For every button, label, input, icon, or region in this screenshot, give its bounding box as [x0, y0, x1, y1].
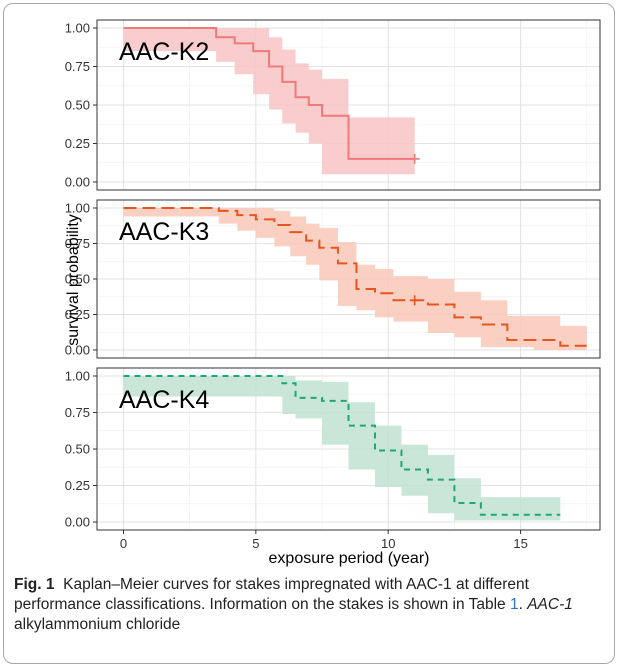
km-chart: 0.000.250.500.751.00AAC-K20.000.250.500.…	[65, 19, 601, 567]
x-tick-label: 5	[252, 536, 259, 551]
y-tick-label: 0.50	[65, 98, 90, 113]
y-tick-label: 0.75	[65, 59, 90, 74]
y-tick-label: 0.50	[65, 272, 90, 287]
figure-caption: Fig. 1 Kaplan–Meier curves for stakes im…	[14, 575, 610, 635]
abbreviation-term: AAC-1	[527, 596, 573, 613]
confidence-band	[123, 376, 561, 521]
survival-curve	[123, 27, 415, 160]
y-tick-label: 0.00	[65, 175, 90, 190]
figure-label: Fig. 1	[14, 576, 55, 593]
caption-sep: .	[518, 596, 528, 613]
y-tick-label: 0.50	[65, 442, 90, 457]
censor-mark	[409, 295, 420, 306]
y-tick-label: 0.00	[65, 515, 90, 530]
x-tick-label: 0	[120, 536, 127, 551]
panel-label: AAC-K3	[119, 218, 209, 246]
y-axis-title: survival probability	[65, 214, 82, 346]
chart-panels: 0.000.250.500.751.00AAC-K20.000.250.500.…	[65, 19, 601, 551]
x-tick-label: 10	[381, 536, 395, 551]
table-link[interactable]: 1	[509, 596, 519, 613]
y-tick-label: 1.00	[65, 369, 90, 384]
y-tick-label: 1.00	[65, 21, 90, 36]
panel-label: AAC-K2	[119, 38, 209, 66]
survival-curve	[123, 207, 587, 347]
panel-1: 0.00 0.25 0.50 0.75 1.00 AAC-K3	[65, 199, 601, 359]
panel-label: AAC-K4	[119, 386, 209, 414]
survival-curve	[123, 375, 561, 516]
y-tick-label: 0.75	[65, 236, 90, 251]
confidence-band	[123, 208, 587, 350]
y-tick-label: 1.00	[65, 201, 90, 216]
abbreviation-definition: alkylammonium chloride	[14, 616, 181, 633]
x-tick-label: 15	[513, 536, 527, 551]
y-tick-label: 0.25	[65, 478, 90, 493]
confidence-band	[123, 28, 415, 175]
caption-text: Kaplan–Meier curves for stakes impregnat…	[14, 576, 529, 613]
panel-0: 0.00 0.25 0.50 0.75 1.00 AAC-K2	[65, 19, 601, 191]
panel-2: 0.00 0.25 0.50 0.75 1.00 AAC-K4 0 5 10 15	[65, 367, 601, 551]
y-tick-label: 0.25	[65, 307, 90, 322]
y-tick-label: 0.25	[65, 136, 90, 151]
censor-mark	[409, 153, 420, 164]
x-axis-title: exposure period (year)	[269, 550, 430, 567]
y-tick-label: 0.75	[65, 405, 90, 420]
y-tick-label: 0.00	[65, 343, 90, 358]
